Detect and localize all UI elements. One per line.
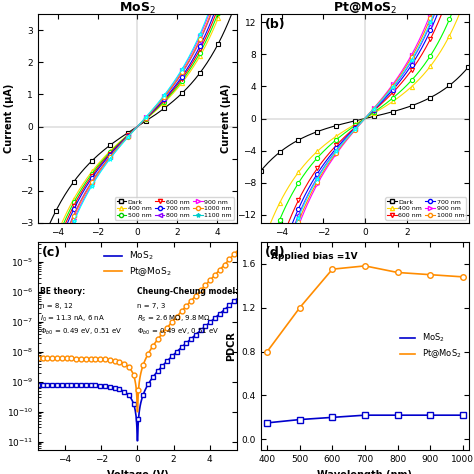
Legend: MoS$_2$, Pt@MoS$_2$: MoS$_2$, Pt@MoS$_2$ <box>397 328 465 364</box>
Text: $\Phi_{b0}$ = 0.49 eV, 0.51 eV: $\Phi_{b0}$ = 0.49 eV, 0.51 eV <box>137 327 220 337</box>
Title: MoS$_2$: MoS$_2$ <box>119 0 156 16</box>
Legend: Dark, 400 nm, 600 nm, 700 nm, 900 nm, 1000 nm: Dark, 400 nm, 600 nm, 700 nm, 900 nm, 10… <box>385 197 466 219</box>
Pt@MoS$_2$ <box>395 270 401 275</box>
Pt@MoS$_2$ <box>329 266 335 272</box>
Pt@MoS$_2$ <box>199 287 204 292</box>
Pt@MoS$_2$ <box>460 274 465 280</box>
Pt@MoS$_2$ <box>362 263 368 269</box>
MoS$_2$ <box>35 382 41 388</box>
Pt@MoS$_2$ <box>131 373 137 378</box>
Title: Pt@MoS$_2$: Pt@MoS$_2$ <box>333 0 397 16</box>
Pt@MoS$_2$ <box>143 355 149 361</box>
Text: (c): (c) <box>42 246 61 259</box>
MoS$_2$ <box>129 398 135 404</box>
MoS$_2$ <box>297 417 302 422</box>
X-axis label: Voltage (V): Voltage (V) <box>107 470 168 474</box>
MoS$_2$ <box>143 385 149 391</box>
Pt@MoS$_2$ <box>427 272 433 277</box>
Pt@MoS$_2$ <box>129 370 135 375</box>
Line: Pt@MoS$_2$: Pt@MoS$_2$ <box>267 266 463 352</box>
Text: $\Phi_{b0}$ = 0.49 eV, 0.51 eV: $\Phi_{b0}$ = 0.49 eV, 0.51 eV <box>40 327 122 337</box>
Legend: Dark, 400 nm, 500 nm, 600 nm, 700 nm, 800 nm, 900 nm, 1000 nm, 1100 nm: Dark, 400 nm, 500 nm, 600 nm, 700 nm, 80… <box>115 197 234 219</box>
Pt@MoS$_2$ <box>297 305 302 310</box>
Text: n = 8, 12: n = 8, 12 <box>40 303 73 310</box>
Pt@MoS$_2$ <box>264 349 270 355</box>
Text: BE theory:: BE theory: <box>40 287 85 296</box>
MoS$_2$ <box>230 300 236 306</box>
Text: $R_S$ = 2.6 M$\Omega$, 9.8 M$\Omega$: $R_S$ = 2.6 M$\Omega$, 9.8 M$\Omega$ <box>137 314 211 324</box>
Y-axis label: Current (μA): Current (μA) <box>4 84 14 153</box>
Y-axis label: Current (μA): Current (μA) <box>221 84 231 153</box>
MoS$_2$ <box>329 415 335 420</box>
Pt@MoS$_2$ <box>135 409 140 415</box>
Text: (d): (d) <box>265 246 285 259</box>
Text: n = 7, 3: n = 7, 3 <box>137 303 166 310</box>
Pt@MoS$_2$ <box>154 337 160 343</box>
Pt@MoS$_2$ <box>230 253 236 259</box>
MoS$_2$ <box>135 438 140 444</box>
Text: Applied bias =1V: Applied bias =1V <box>271 252 358 261</box>
MoS$_2$ <box>131 401 137 407</box>
MoS$_2$ <box>264 420 270 426</box>
Line: Pt@MoS$_2$: Pt@MoS$_2$ <box>38 251 237 412</box>
Legend: MoS$_2$, Pt@MoS$_2$: MoS$_2$, Pt@MoS$_2$ <box>100 246 175 282</box>
MoS$_2$ <box>427 412 433 418</box>
MoS$_2$ <box>395 412 401 418</box>
Pt@MoS$_2$ <box>35 356 41 361</box>
MoS$_2$ <box>199 327 204 332</box>
X-axis label: Voltage (V): Voltage (V) <box>107 242 168 252</box>
Line: MoS$_2$: MoS$_2$ <box>267 415 463 423</box>
X-axis label: Wavelength (nm): Wavelength (nm) <box>318 470 412 474</box>
X-axis label: Voltage (V): Voltage (V) <box>334 242 396 252</box>
MoS$_2$ <box>234 296 240 302</box>
Text: $I_0$ = 11.3 nA, 6 nA: $I_0$ = 11.3 nA, 6 nA <box>40 314 105 324</box>
MoS$_2$ <box>460 412 465 418</box>
Y-axis label: PDCR: PDCR <box>226 331 236 361</box>
MoS$_2$ <box>362 412 368 418</box>
Line: MoS$_2$: MoS$_2$ <box>38 299 237 441</box>
Text: (b): (b) <box>265 18 285 31</box>
Y-axis label: Current (A): Current (A) <box>0 315 1 377</box>
Text: Cheung-Cheung model:: Cheung-Cheung model: <box>137 287 239 296</box>
Pt@MoS$_2$ <box>234 248 240 254</box>
MoS$_2$ <box>154 369 160 375</box>
